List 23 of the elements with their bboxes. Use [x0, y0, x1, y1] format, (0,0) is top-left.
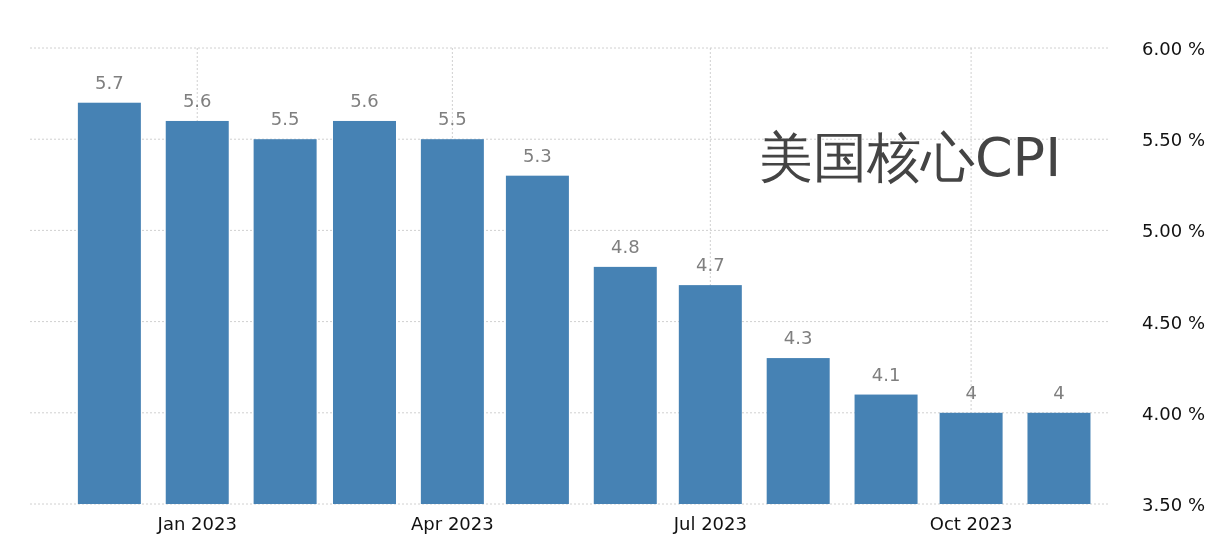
y-tick-label: 4.00 %: [1142, 402, 1205, 424]
data-label: 4.1: [871, 363, 901, 385]
x-tick-label: Apr 2023: [411, 513, 494, 534]
data-label: 4.3: [783, 327, 813, 349]
x-tick-label: Oct 2023: [929, 513, 1013, 534]
data-label: 4: [1053, 381, 1065, 403]
data-label: 5.5: [270, 108, 300, 130]
y-tick-label: 6.00 %: [1142, 38, 1205, 59]
data-label: 5.7: [95, 71, 124, 93]
text: 美国核心CPI: [758, 126, 1062, 189]
y-tick-label: 5.50 %: [1142, 129, 1205, 151]
data-label: 5.5: [438, 108, 467, 130]
data-label: 5.3: [523, 144, 552, 166]
y-tick-label: 5.00 %: [1142, 220, 1205, 242]
x-tick-label: Jul 2023: [672, 513, 747, 534]
data-label: 5.6: [350, 89, 379, 111]
data-label: 4.8: [610, 235, 640, 257]
y-tick-label: 3.50 %: [1142, 494, 1205, 515]
y-tick-label: 4.50 %: [1142, 311, 1205, 333]
data-label: 4: [965, 381, 977, 403]
data-label: 5.6: [182, 89, 212, 111]
data-label: 4.7: [695, 254, 725, 276]
x-tick-label: Jan 2023: [156, 513, 237, 534]
